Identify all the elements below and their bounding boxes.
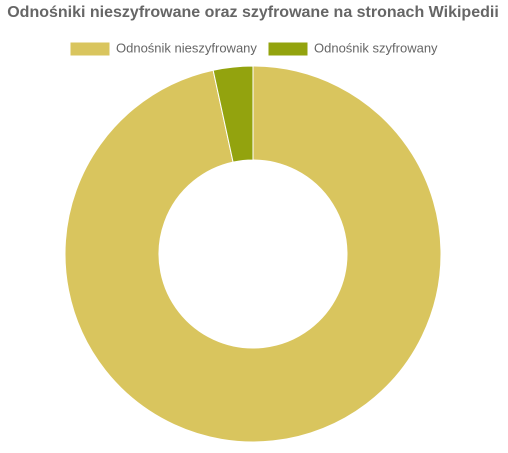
legend-label: Odnośnik nieszyfrowany — [116, 40, 257, 55]
legend-swatch — [69, 41, 111, 57]
chart-title: Odnośniki nieszyfrowane oraz szyfrowane … — [7, 4, 499, 21]
legend-swatch — [267, 41, 309, 57]
donut-slice — [64, 65, 442, 443]
legend-label: Odnośnik szyfrowany — [314, 40, 438, 55]
donut-slice — [212, 65, 254, 163]
